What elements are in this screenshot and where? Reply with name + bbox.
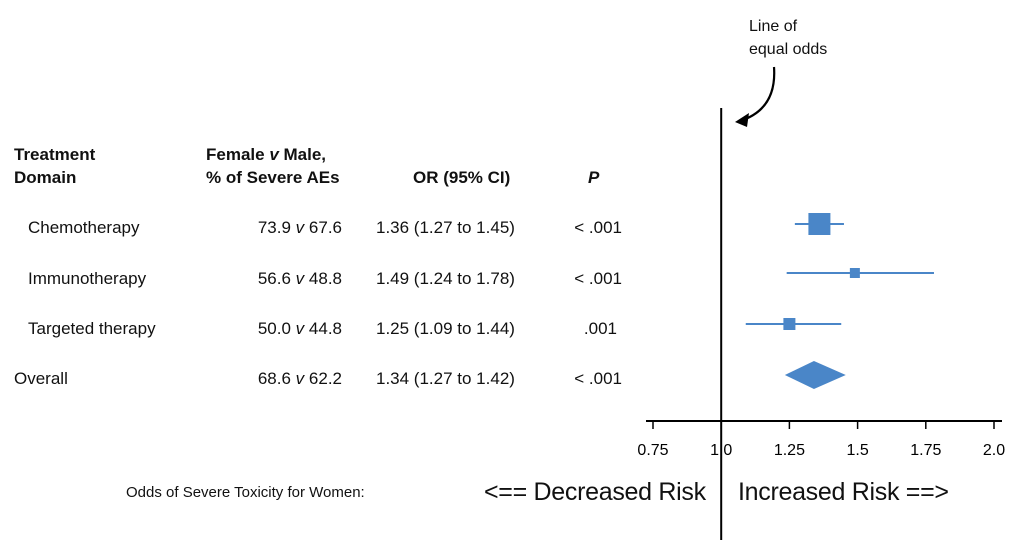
header-pct-pre: Female [206, 145, 270, 164]
point-marker [783, 318, 796, 330]
summary-diamond [784, 361, 846, 389]
row-or: 1.36 (1.27 to 1.45) [376, 218, 515, 237]
plot-static [735, 66, 776, 127]
x-tick-label: 0.75 [637, 442, 668, 459]
x-tick-label: 1.75 [910, 442, 941, 459]
x-tick-label: 1.5 [846, 442, 868, 459]
row-pct: 50.0 v 44.8 [230, 319, 342, 339]
annotation-arrow [739, 66, 776, 123]
row-p: .001 [583, 319, 617, 338]
row-pct: 56.6 v 48.8 [230, 269, 342, 289]
header-treatment-domain: Treatment Domain [14, 143, 95, 189]
row-male: 62.2 [308, 369, 342, 388]
row-pct: 73.9 v 67.6 [230, 218, 342, 238]
row-domain: Immunotherapy [28, 269, 147, 288]
row-v: v [295, 369, 305, 388]
header-domain-line1: Treatment [14, 145, 96, 164]
header-pct-line1: Female v Male, [206, 143, 340, 166]
row-male: 44.8 [308, 319, 342, 338]
row-or: 1.49 (1.24 to 1.78) [376, 269, 515, 288]
row-domain: Chemotherapy [28, 218, 140, 237]
row-p: < .001 [574, 369, 622, 388]
header-female-male: Female v Male, % of Severe AEs [206, 143, 340, 189]
row-p: < .001 [574, 269, 622, 288]
row-female: 73.9 [257, 218, 291, 237]
row-male: 48.8 [308, 269, 342, 288]
row-v: v [295, 319, 305, 338]
row-domain: Overall [14, 369, 68, 388]
increased-risk-label: Increased Risk ==> [738, 478, 949, 506]
header-or: OR (95% CI) [413, 168, 511, 187]
x-tick-label: 2.0 [983, 442, 1005, 459]
annotation-line1: Line of [749, 18, 798, 35]
equal-odds-annotation: Line of equal odds [749, 15, 827, 61]
header-domain-line2: Domain [14, 168, 77, 187]
row-p: < .001 [574, 218, 622, 237]
annotation-arrowhead [735, 113, 749, 127]
annotation-line2: equal odds [749, 41, 828, 58]
decreased-risk-label: <== Decreased Risk [484, 478, 706, 506]
header-p: P [588, 168, 600, 187]
header-pct-v: v [269, 145, 279, 164]
row-or: 1.34 (1.27 to 1.42) [376, 369, 515, 388]
header-pct-line2: % of Severe AEs [206, 168, 340, 187]
row-female: 68.6 [257, 369, 291, 388]
row-or: 1.25 (1.09 to 1.44) [376, 319, 515, 338]
footer-label: Odds of Severe Toxicity for Women: [126, 484, 365, 501]
row-female: 50.0 [257, 319, 291, 338]
row-v: v [295, 269, 305, 288]
point-marker [849, 268, 860, 278]
row-v: v [295, 218, 305, 237]
header-pct-post: Male, [278, 145, 327, 164]
row-pct: 68.6 v 62.2 [230, 369, 342, 389]
plot-marks: 0.75 1.0 1.25 1.5 1.75 2.0 [637, 108, 1005, 540]
row-female: 56.6 [257, 269, 291, 288]
row-domain: Targeted therapy [28, 319, 156, 338]
row-male: 67.6 [308, 218, 342, 237]
x-tick-label: 1.25 [774, 442, 805, 459]
point-marker [808, 213, 831, 235]
